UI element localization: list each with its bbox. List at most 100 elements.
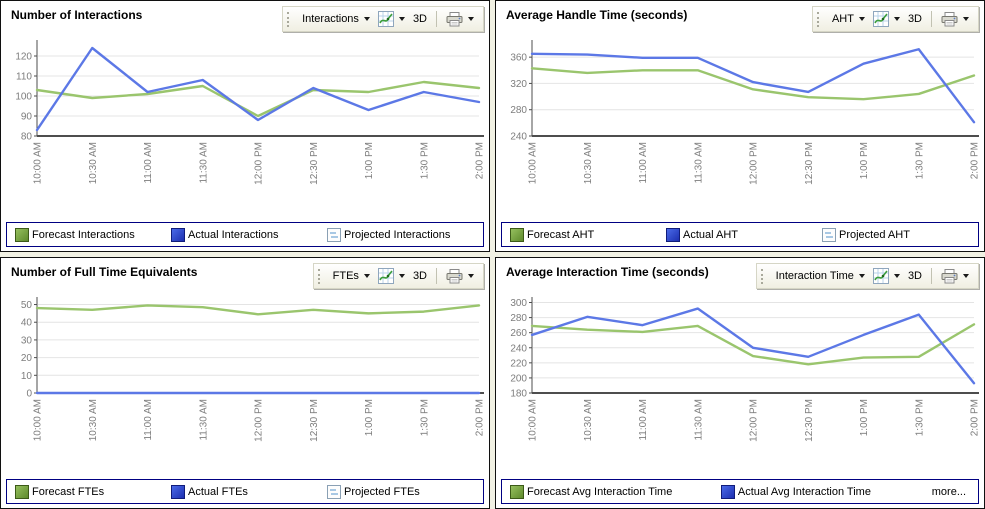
metric-dropdown-label: FTEs [332, 270, 359, 282]
metric-dropdown[interactable]: FTEs [329, 268, 374, 284]
svg-text:1:30 PM: 1:30 PM [914, 142, 925, 179]
svg-text:11:00 AM: 11:00 AM [143, 399, 154, 441]
3d-toggle-button[interactable]: 3D [904, 11, 926, 27]
svg-text:1:00 PM: 1:00 PM [364, 142, 375, 179]
legend-item[interactable]: Projected Interactions [327, 227, 483, 242]
svg-text:120: 120 [15, 52, 32, 63]
print-dropdown[interactable] [442, 267, 478, 286]
metric-dropdown[interactable]: Interactions [298, 11, 374, 27]
svg-text:10:00 AM: 10:00 AM [528, 399, 539, 441]
svg-text:100: 100 [15, 92, 32, 103]
svg-text:12:00 PM: 12:00 PM [749, 142, 760, 185]
toolbar-grip-handle[interactable] [760, 268, 766, 284]
toolbar-grip-handle[interactable] [317, 268, 323, 284]
svg-text:90: 90 [21, 112, 33, 123]
legend-item[interactable]: Actual Avg Interaction Time [720, 484, 932, 499]
line-chart-plot: 240 280 320 360 10:00 AM 10:30 AM 11:00 AM 11:3… [510, 40, 981, 185]
legend-label: Forecast Interactions [32, 228, 135, 241]
svg-text:200: 200 [510, 373, 527, 384]
panel-title: Number of Interactions [11, 8, 143, 22]
legend-item[interactable]: Forecast Interactions [15, 227, 171, 242]
legend-label: Projected FTEs [344, 485, 420, 498]
projected-series-swatch-icon [822, 227, 836, 242]
toolbar-separator [931, 268, 932, 284]
panel-toolbar: Interaction Time 3D [755, 263, 979, 289]
chart-type-dropdown[interactable] [869, 9, 904, 29]
legend-label: Forecast AHT [527, 228, 595, 241]
toolbar-grip-handle[interactable] [816, 11, 822, 27]
svg-text:12:30 PM: 12:30 PM [309, 399, 320, 442]
panel-title: Average Handle Time (seconds) [506, 8, 688, 22]
svg-text:10: 10 [21, 371, 33, 382]
svg-text:10:00 AM: 10:00 AM [33, 142, 44, 184]
chevron-down-icon [858, 17, 865, 21]
metric-dropdown-label: Interactions [302, 13, 359, 25]
chart-legend: Forecast Avg Interaction Time Actual Avg … [501, 479, 979, 504]
chevron-down-icon [963, 17, 969, 21]
line-chart-plot: 180 200 220 240 260 280 300 10:00 AM 10:30 AM 11:… [510, 297, 981, 442]
line-chart-icon [377, 11, 394, 27]
print-dropdown[interactable] [937, 10, 973, 29]
toolbar-grip-handle[interactable] [287, 11, 292, 27]
green-series-swatch-icon [15, 227, 29, 242]
svg-text:2:00 PM: 2:00 PM [970, 142, 981, 179]
chart-type-dropdown[interactable] [374, 9, 409, 29]
printer-icon [446, 268, 463, 283]
toolbar-separator [436, 268, 437, 284]
blue-series-swatch-icon [720, 484, 735, 499]
3d-toggle-button[interactable]: 3D [904, 268, 926, 284]
green-series-swatch-icon [510, 484, 524, 499]
svg-text:180: 180 [510, 389, 527, 400]
legend-label: Actual Avg Interaction Time [737, 485, 871, 498]
metric-dropdown-label: AHT [831, 13, 854, 25]
svg-text:10:30 AM: 10:30 AM [583, 142, 594, 184]
chevron-down-icon [893, 17, 900, 21]
3d-button-label: 3D [412, 13, 427, 25]
svg-text:2:00 PM: 2:00 PM [970, 399, 981, 436]
3d-button-label: 3D [412, 270, 427, 282]
svg-text:1:00 PM: 1:00 PM [859, 142, 870, 179]
more-link[interactable]: more... [931, 485, 966, 498]
3d-toggle-button[interactable]: 3D [409, 11, 431, 27]
svg-text:2:00 PM: 2:00 PM [475, 142, 486, 179]
blue-series-swatch-icon [171, 484, 185, 499]
svg-text:10:30 AM: 10:30 AM [88, 399, 99, 441]
chevron-down-icon [893, 274, 900, 278]
legend-item[interactable]: Forecast Avg Interaction Time [510, 484, 721, 499]
svg-text:240: 240 [510, 132, 527, 143]
print-dropdown[interactable] [442, 10, 478, 29]
panel-title: Number of Full Time Equivalents [11, 265, 198, 279]
chevron-down-icon [363, 17, 370, 21]
legend-item[interactable]: Forecast FTEs [15, 484, 171, 499]
svg-text:10:00 AM: 10:00 AM [528, 142, 539, 184]
svg-text:1:00 PM: 1:00 PM [859, 399, 870, 436]
printer-icon [446, 11, 463, 26]
chart-type-dropdown[interactable] [374, 266, 409, 286]
3d-toggle-button[interactable]: 3D [409, 268, 431, 284]
legend-label: Projected Interactions [344, 228, 451, 241]
3d-button-label: 3D [907, 270, 922, 282]
metric-dropdown[interactable]: AHT [828, 11, 869, 27]
svg-text:320: 320 [510, 79, 527, 90]
chart-legend: Forecast FTEs Actual FTEs Projected FTEs [6, 479, 484, 504]
blue-series-swatch-icon [666, 227, 680, 242]
print-dropdown[interactable] [937, 267, 973, 286]
legend-item[interactable]: Actual FTEs [171, 484, 327, 499]
svg-text:1:00 PM: 1:00 PM [364, 399, 375, 436]
legend-item[interactable]: Forecast AHT [510, 227, 666, 242]
svg-text:11:30 AM: 11:30 AM [693, 142, 704, 184]
chevron-down-icon [468, 274, 474, 278]
svg-text:12:30 PM: 12:30 PM [804, 399, 815, 442]
line-chart-icon [872, 268, 889, 284]
chart-panel: Average Handle Time (seconds) AHT 3D [495, 0, 985, 252]
line-chart-plot: 80 90 100 110 120 10:00 AM 10:30 AM 11:00 AM 11:… [15, 40, 486, 185]
chart-type-dropdown[interactable] [869, 266, 904, 286]
svg-text:20: 20 [21, 353, 33, 364]
svg-text:10:00 AM: 10:00 AM [33, 399, 44, 441]
legend-item[interactable]: Projected FTEs [327, 484, 483, 499]
metric-dropdown[interactable]: Interaction Time [772, 268, 869, 284]
legend-item[interactable]: Actual AHT [666, 227, 822, 242]
legend-item[interactable]: Projected AHT [822, 227, 978, 242]
chart-legend: Forecast AHT Actual AHT Projected AHT [501, 222, 979, 247]
legend-item[interactable]: Actual Interactions [171, 227, 327, 242]
